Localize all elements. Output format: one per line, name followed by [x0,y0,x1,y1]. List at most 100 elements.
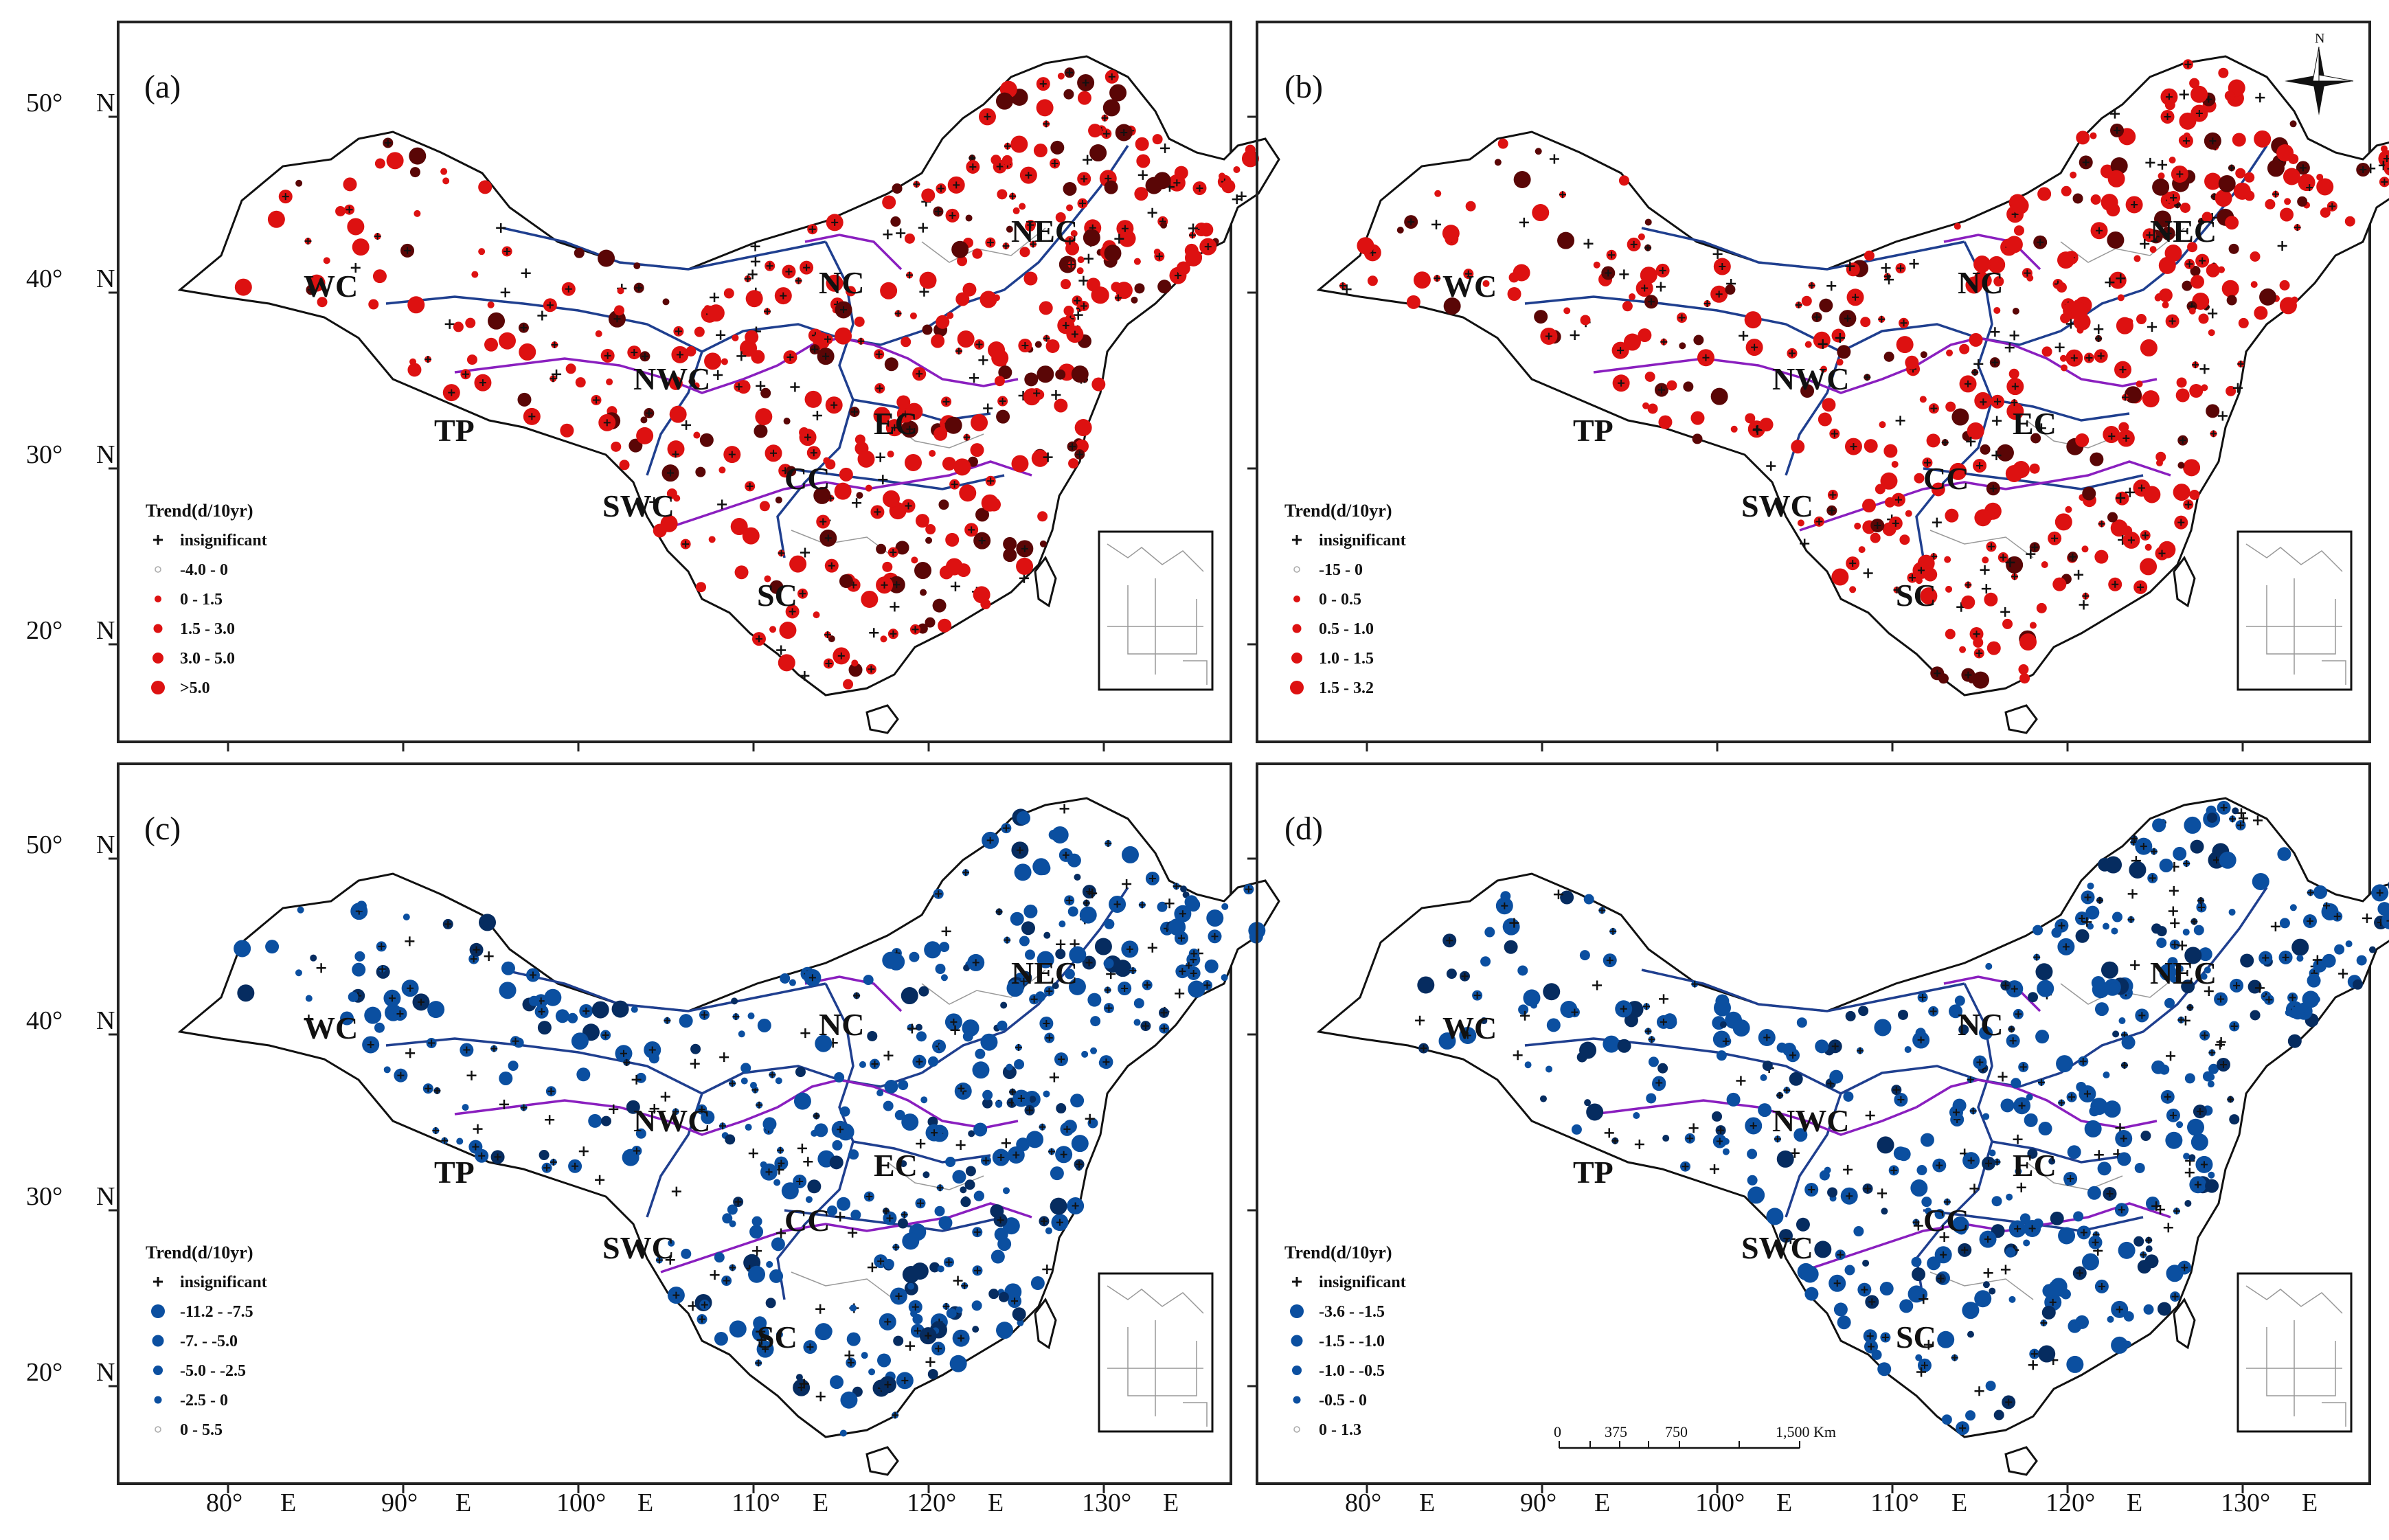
station-marker [2101,961,2118,979]
station-marker [1037,511,1048,522]
station-marker [662,298,670,306]
station-marker [2278,950,2293,964]
station-marker [1068,977,1086,995]
station-marker [2334,944,2345,955]
station-marker [1635,280,1653,297]
station-marker [2026,549,2036,559]
station-marker [2018,1061,2029,1072]
station-marker [466,1070,477,1080]
region-label-wc: WC [1442,1010,1497,1045]
station-marker [1549,154,1559,164]
station-marker [1044,1032,1055,1043]
station-marker [938,1216,953,1230]
station-marker [2302,914,2317,929]
lon-label-100-left: 100° [556,1488,606,1517]
station-marker [409,167,420,178]
station-marker [1856,1047,1864,1054]
cross-icon [153,1277,163,1287]
station-marker [960,1186,967,1194]
lon-label-120-right: 120° [2046,1488,2095,1517]
station-marker [681,1248,692,1259]
station-marker [1017,1319,1024,1326]
station-marker [1640,267,1657,284]
station-marker [1697,349,1714,367]
station-marker [2054,342,2065,352]
station-marker [600,1030,611,1041]
station-marker [1133,998,1144,1009]
station-marker [2019,1213,2030,1224]
station-marker [2210,430,2217,438]
station-marker [1915,1354,1923,1361]
region-label-tp: TP [434,413,475,448]
station-marker [1055,949,1066,960]
station-marker [598,414,616,431]
station-marker [1881,263,1891,273]
station-marker [499,1071,513,1085]
station-marker [2198,313,2209,324]
station-marker [2270,921,2280,931]
station-marker [695,466,706,477]
station-marker [1910,1179,1928,1197]
station-marker [520,1104,528,1111]
station-marker [1160,221,1168,229]
station-marker [1726,1092,1741,1107]
station-marker [2084,1120,2102,1137]
station-marker [2082,917,2092,927]
station-marker [725,1134,736,1145]
region-label-swc: SWC [1741,488,1813,523]
station-marker [352,962,366,977]
station-marker [1811,312,1822,323]
station-marker [1081,1050,1089,1058]
station-marker [769,1071,776,1078]
circle-icon [1291,1335,1303,1347]
station-marker [1991,1196,2002,1207]
station-marker [1747,1186,1765,1204]
station-marker [521,268,531,278]
station-marker [484,337,499,352]
station-marker [1339,282,1346,289]
station-marker [2237,360,2245,367]
station-marker [982,1098,993,1109]
station-marker [850,1210,861,1221]
station-marker [1006,1063,1013,1071]
station-marker [894,310,902,317]
region-label-sc: SC [757,578,797,613]
station-marker [1025,220,1036,231]
legend-item-label: 1.5 - 3.2 [1319,679,1374,697]
station-marker [2066,1355,2084,1373]
station-marker [2250,1010,2261,1021]
station-marker [501,246,512,257]
station-marker [793,1092,811,1110]
station-marker [1909,259,1919,269]
station-marker [2013,1134,2023,1144]
station-marker [2120,1061,2128,1069]
station-marker [1043,335,1050,342]
legend-item: -5.0 - -2.5 [153,1362,246,1380]
station-marker [2029,542,2040,553]
station-marker [2208,329,2215,337]
lat-label-20-bottom: 20° [26,1358,63,1387]
station-marker [1774,1135,1781,1143]
station-marker [2002,618,2013,629]
station-marker [305,995,313,1002]
station-marker [1928,1006,1939,1017]
station-marker [344,204,355,215]
station-marker [1104,918,1115,929]
station-marker [756,350,763,357]
station-marker [697,1314,707,1325]
station-marker [1652,1076,1666,1090]
station-marker [2177,462,2185,469]
station-marker [919,286,929,297]
station-marker [1864,439,1878,453]
station-marker [644,408,655,419]
station-marker [310,954,317,962]
lat-suffix-40-bottom: N [96,1006,115,1035]
station-marker [759,501,770,512]
station-marker [913,181,920,188]
station-marker [1888,1165,1899,1176]
station-marker [1480,956,1491,967]
station-marker [1015,1043,1022,1051]
station-marker [1917,1358,1932,1372]
station-marker [1520,1010,1530,1021]
station-marker [973,1190,984,1201]
